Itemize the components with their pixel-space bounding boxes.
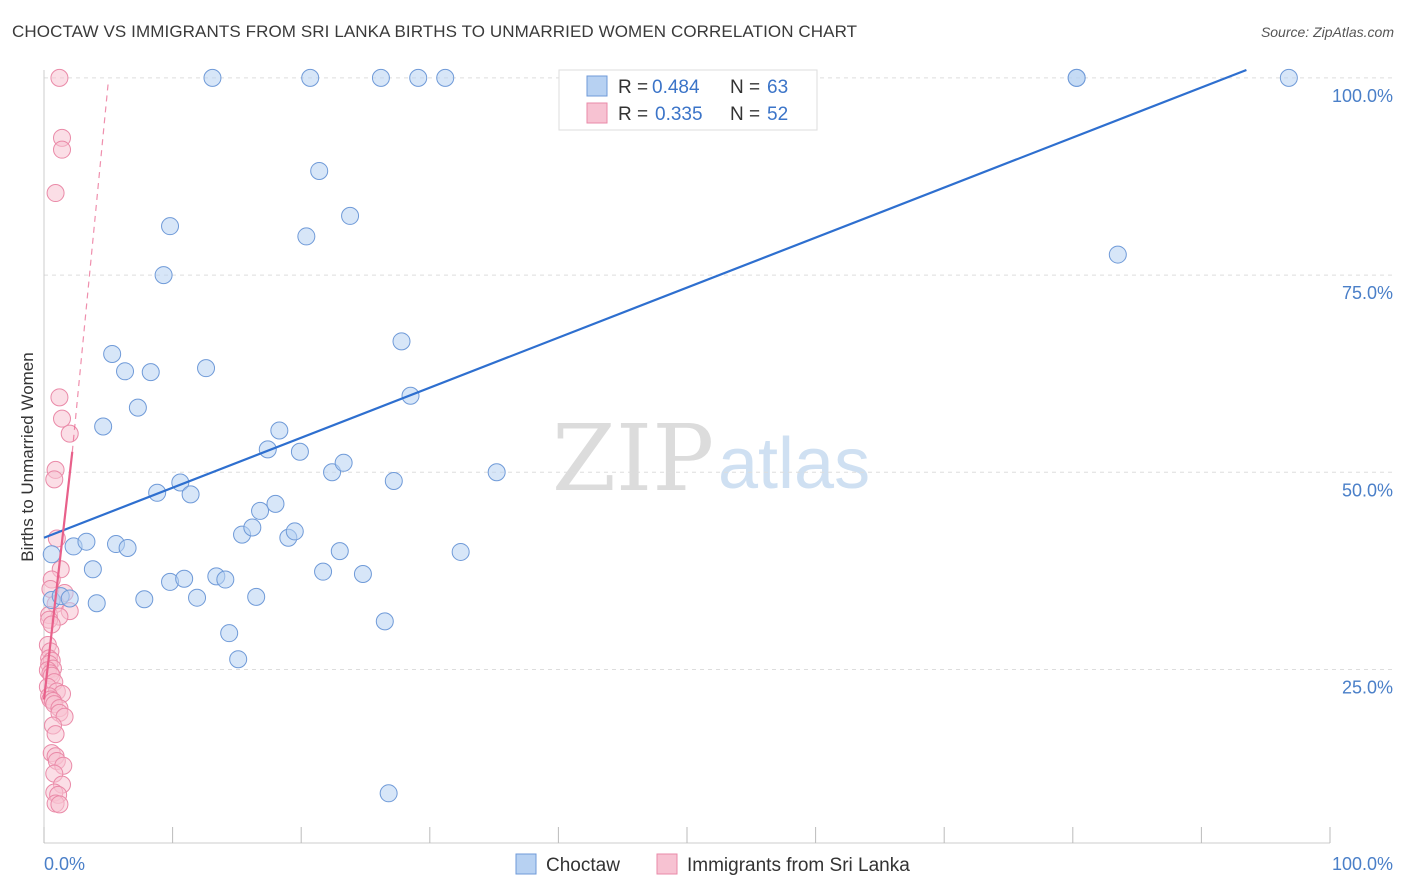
choctaw-point (384, 471, 403, 490)
choctaw-trend-line (43, 68, 1247, 539)
choctaw-point (154, 266, 173, 285)
choctaw-point (334, 453, 353, 472)
sri-lanka-point (45, 470, 64, 489)
series-sri-lanka-points (38, 68, 79, 814)
choctaw-point (353, 565, 372, 584)
choctaw-point (216, 570, 235, 589)
choctaw-point (285, 522, 304, 541)
legend-swatch-blue (586, 75, 608, 97)
legend-r-value-1: 0.484 (652, 77, 700, 98)
choctaw-point (94, 417, 113, 436)
choctaw-point (451, 542, 470, 561)
x-tick-label-min: 0.0% (44, 854, 85, 874)
chart-title: CHOCTAW VS IMMIGRANTS FROM SRI LANKA BIR… (12, 22, 858, 41)
choctaw-point (330, 542, 349, 561)
choctaw-point (247, 587, 266, 606)
x-ticks (43, 827, 1331, 843)
bottom-legend-label-choctaw: Choctaw (546, 855, 620, 876)
choctaw-point (118, 538, 137, 557)
sri-lanka-point (60, 424, 79, 443)
bottom-legend-swatch-choctaw (515, 853, 537, 875)
choctaw-point (487, 463, 506, 482)
choctaw-point (379, 784, 398, 803)
legend-n-value-1: 63 (767, 77, 788, 98)
sri-lanka-point (50, 388, 69, 407)
series-choctaw-points (42, 68, 1298, 803)
legend-r-label-2: R = (618, 104, 648, 125)
choctaw-point (116, 362, 135, 381)
watermark-atlas: atlas (718, 424, 870, 504)
choctaw-point (409, 68, 428, 87)
choctaw-point (188, 588, 207, 607)
sri-lanka-trend-line (42, 451, 74, 700)
choctaw-point (42, 545, 61, 564)
choctaw-point (103, 344, 122, 363)
choctaw-point (60, 589, 79, 608)
choctaw-point (375, 612, 394, 631)
sri-lanka-point (46, 725, 65, 744)
choctaw-point (1108, 245, 1127, 264)
choctaw-point (341, 206, 360, 225)
sri-lanka-point (46, 184, 65, 203)
choctaw-point (301, 68, 320, 87)
choctaw-point (141, 363, 160, 382)
legend-n-label-2: N = (730, 104, 760, 125)
choctaw-point (266, 494, 285, 513)
source-label: Source: ZipAtlas.com (1260, 24, 1394, 40)
choctaw-point (310, 161, 329, 180)
choctaw-point (258, 440, 277, 459)
sri-lanka-point (50, 795, 69, 814)
y-tick-label: 100.0% (1332, 86, 1393, 106)
y-tick-label: 50.0% (1342, 480, 1393, 500)
choctaw-point (371, 68, 390, 87)
choctaw-point (1279, 68, 1298, 87)
choctaw-point (297, 227, 316, 246)
bottom-legend-label-sri-lanka: Immigrants from Sri Lanka (687, 855, 910, 876)
choctaw-point (77, 532, 96, 551)
choctaw-point (436, 68, 455, 87)
legend-n-label-1: N = (730, 77, 760, 98)
choctaw-point (251, 501, 270, 520)
gridlines (44, 77, 1393, 670)
x-tick-label-max: 100.0% (1332, 854, 1393, 874)
legend-swatch-pink (586, 102, 608, 124)
legend-n-value-2: 52 (767, 104, 788, 125)
choctaw-point (220, 624, 239, 643)
choctaw-point (181, 485, 200, 504)
choctaw-point (175, 569, 194, 588)
choctaw-point (128, 398, 147, 417)
y-tick-label: 25.0% (1342, 677, 1393, 697)
choctaw-point (243, 518, 262, 537)
sri-lanka-trend-line-extended (71, 81, 109, 452)
choctaw-point (290, 442, 309, 461)
y-axis-label: Births to Unmarried Women (18, 352, 37, 561)
legend-r-label-1: R = (618, 77, 648, 98)
choctaw-point (314, 562, 333, 581)
choctaw-point (270, 421, 289, 440)
sri-lanka-point (50, 68, 69, 87)
y-tick-labels: 25.0% 50.0% 75.0% 100.0% (1332, 86, 1393, 698)
watermark-zip: ZIP (552, 405, 714, 512)
y-tick-label: 75.0% (1342, 283, 1393, 303)
sri-lanka-point (53, 140, 72, 159)
trend-lines (42, 68, 1247, 700)
choctaw-point (135, 590, 154, 609)
choctaw-point (197, 359, 216, 378)
choctaw-point (203, 68, 222, 87)
legend-r-value-2: 0.335 (655, 104, 703, 125)
choctaw-point (1067, 68, 1086, 87)
choctaw-point (161, 217, 180, 236)
stats-legend: R = 0.484 N = 63 R = 0.335 N = 52 (558, 69, 818, 131)
bottom-legend-swatch-sri-lanka (656, 853, 678, 875)
choctaw-point (392, 332, 411, 351)
series-legend: Choctaw Immigrants from Sri Lanka (515, 853, 910, 876)
choctaw-point (229, 650, 248, 669)
sri-lanka-point (53, 409, 72, 428)
choctaw-point (87, 594, 106, 613)
choctaw-point (83, 560, 102, 579)
